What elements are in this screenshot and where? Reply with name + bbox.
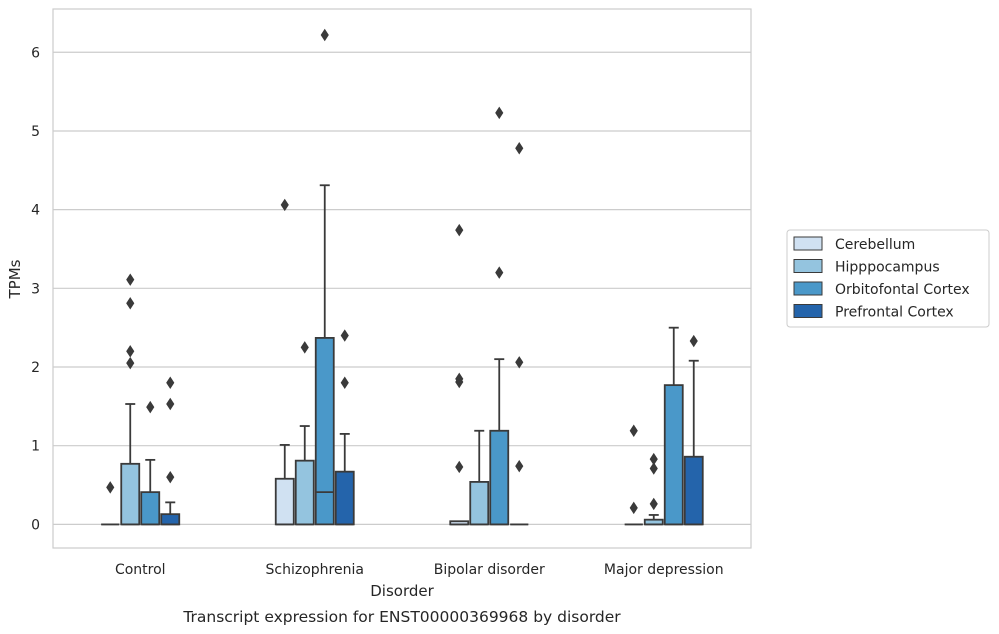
legend-swatch (793, 259, 823, 273)
legend-label: Hipppocampus (835, 260, 940, 276)
box-orbitofontal-cortex-1 (314, 28, 335, 526)
box-orbitofontal-cortex-2 (489, 106, 510, 526)
y-tick-label: 3 (31, 281, 40, 297)
outlier-point (515, 142, 524, 155)
y-tick-label: 1 (31, 439, 40, 455)
box-iqr (683, 455, 704, 526)
outlier-point (689, 334, 698, 348)
box-iqr (120, 462, 141, 526)
outlier-point (495, 106, 504, 120)
x-ticks: Control Schizophrenia Bipolar disorder Majo… (115, 562, 724, 578)
outlier-point (126, 273, 135, 286)
box-prefrontal-cortex-3 (683, 334, 704, 526)
x-tick-label: Schizophrenia (266, 562, 364, 578)
legend-swatch (793, 304, 823, 318)
outlier-point (320, 28, 329, 42)
outlier-point (126, 345, 135, 358)
y-ticks: 0 1 2 3 4 5 6 (31, 45, 40, 533)
plot-frame (52, 8, 752, 549)
box-cerebellum-1 (274, 198, 295, 526)
legend-label: Orbitofontal Cortex (835, 282, 970, 298)
y-axis-label: TPMs (6, 259, 24, 299)
box-cerebellum-3 (624, 424, 643, 526)
outlier-point (340, 376, 349, 389)
box-hipppocampus-1 (294, 341, 315, 526)
box-hipppocampus-3 (643, 452, 664, 526)
box-iqr (663, 384, 684, 526)
outlier-point (126, 356, 135, 370)
box-iqr (334, 470, 355, 526)
box-iqr (160, 513, 181, 526)
legend-swatch (793, 281, 823, 296)
chart-caption: Transcript expression for ENST0000036996… (182, 608, 621, 626)
outlier-point (495, 266, 504, 279)
outlier-point (515, 356, 524, 369)
y-tick-label: 4 (31, 203, 40, 219)
legend: Cerebellum Hipppocampus Orbitofontal Corte… (786, 229, 990, 328)
outlier-point (126, 297, 135, 310)
outlier-point (300, 341, 309, 354)
outlier-point (515, 459, 524, 473)
box-orbitofontal-cortex-0 (140, 400, 161, 526)
outlier-point (649, 452, 658, 466)
x-axis-label: Disorder (370, 582, 434, 600)
legend-label: Prefrontal Cortex (835, 305, 954, 321)
outlier-point (166, 397, 175, 411)
box-orbitofontal-cortex-3 (663, 326, 684, 526)
x-tick-label: Control (115, 562, 166, 578)
box-layer (101, 28, 704, 526)
box-cerebellum-0 (101, 481, 120, 526)
outlier-point (106, 481, 115, 494)
legend-frame (786, 229, 990, 328)
outlier-point (649, 462, 658, 475)
box-iqr (489, 429, 510, 526)
box-prefrontal-cortex-0 (160, 376, 181, 526)
y-tick-label: 6 (31, 45, 40, 61)
box-iqr (294, 459, 315, 526)
box-hipppocampus-2 (469, 429, 490, 526)
y-tick-label: 0 (31, 517, 40, 533)
outlier-point (340, 329, 349, 342)
outlier-point (455, 460, 464, 474)
outlier-point (629, 501, 638, 515)
outlier-point (166, 470, 175, 484)
box-iqr (469, 481, 490, 526)
box-iqr (274, 477, 295, 526)
box-iqr (140, 491, 161, 526)
outlier-point (280, 198, 289, 212)
box-prefrontal-cortex-2 (510, 142, 529, 526)
outlier-point (455, 372, 464, 386)
y-tick-label: 2 (31, 360, 40, 376)
box-prefrontal-cortex-1 (334, 329, 355, 526)
box-hipppocampus-0 (120, 273, 141, 526)
outlier-point (629, 424, 638, 437)
y-tick-label: 5 (31, 124, 40, 140)
outlier-point (146, 400, 155, 414)
box-iqr (314, 337, 335, 526)
outlier-point (649, 497, 658, 511)
x-tick-label: Bipolar disorder (434, 562, 545, 578)
box-cerebellum-2 (449, 223, 470, 526)
legend-label: Cerebellum (835, 237, 915, 253)
gridlines (53, 51, 751, 525)
legend-swatch (793, 236, 823, 251)
outlier-point (166, 376, 175, 389)
outlier-point (455, 223, 464, 237)
x-tick-label: Major depression (604, 562, 724, 578)
